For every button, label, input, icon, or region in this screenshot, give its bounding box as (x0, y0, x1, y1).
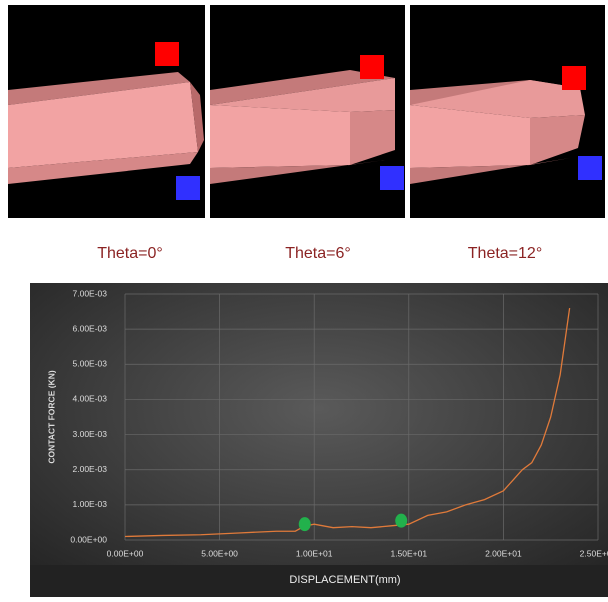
figure: Theta=0° Theta=6° Theta=12° 0.00E+00 1.00… (0, 0, 608, 597)
x-tick-label: 1.50E+01 (390, 548, 427, 558)
panel-label: Theta=6° (285, 245, 351, 262)
y-tick-label: 4.00E-03 (73, 394, 108, 404)
y-tick-label: 2.00E-03 (73, 464, 108, 474)
x-tick-label: 2.00E+01 (485, 548, 522, 558)
panel-label: Theta=0° (97, 245, 163, 262)
y-tick-label: 7.00E-03 (73, 288, 108, 298)
render-panel (410, 5, 605, 218)
y-axis-label: CONTACT FORCE (KN) (46, 370, 56, 463)
render-panel (210, 5, 405, 218)
x-tick-label: 1.00E+01 (296, 548, 333, 558)
highlight-marker (299, 517, 311, 531)
panel-label: Theta=12° (468, 245, 542, 262)
render-panel (8, 5, 205, 218)
y-tick-label: 1.00E-03 (73, 499, 108, 509)
y-tick-label: 0.00E+00 (70, 534, 107, 544)
x-axis-label: DISPLACEMENT(mm) (289, 574, 400, 586)
y-tick-label: 6.00E-03 (73, 323, 108, 333)
x-tick-label: 0.00E+00 (107, 548, 144, 558)
y-tick-label: 3.00E-03 (73, 429, 108, 439)
highlight-marker (395, 514, 407, 528)
x-tick-label: 2.50E+01 (580, 548, 608, 558)
x-tick-label: 5.00E+00 (201, 548, 238, 558)
y-tick-label: 5.00E-03 (73, 359, 108, 369)
